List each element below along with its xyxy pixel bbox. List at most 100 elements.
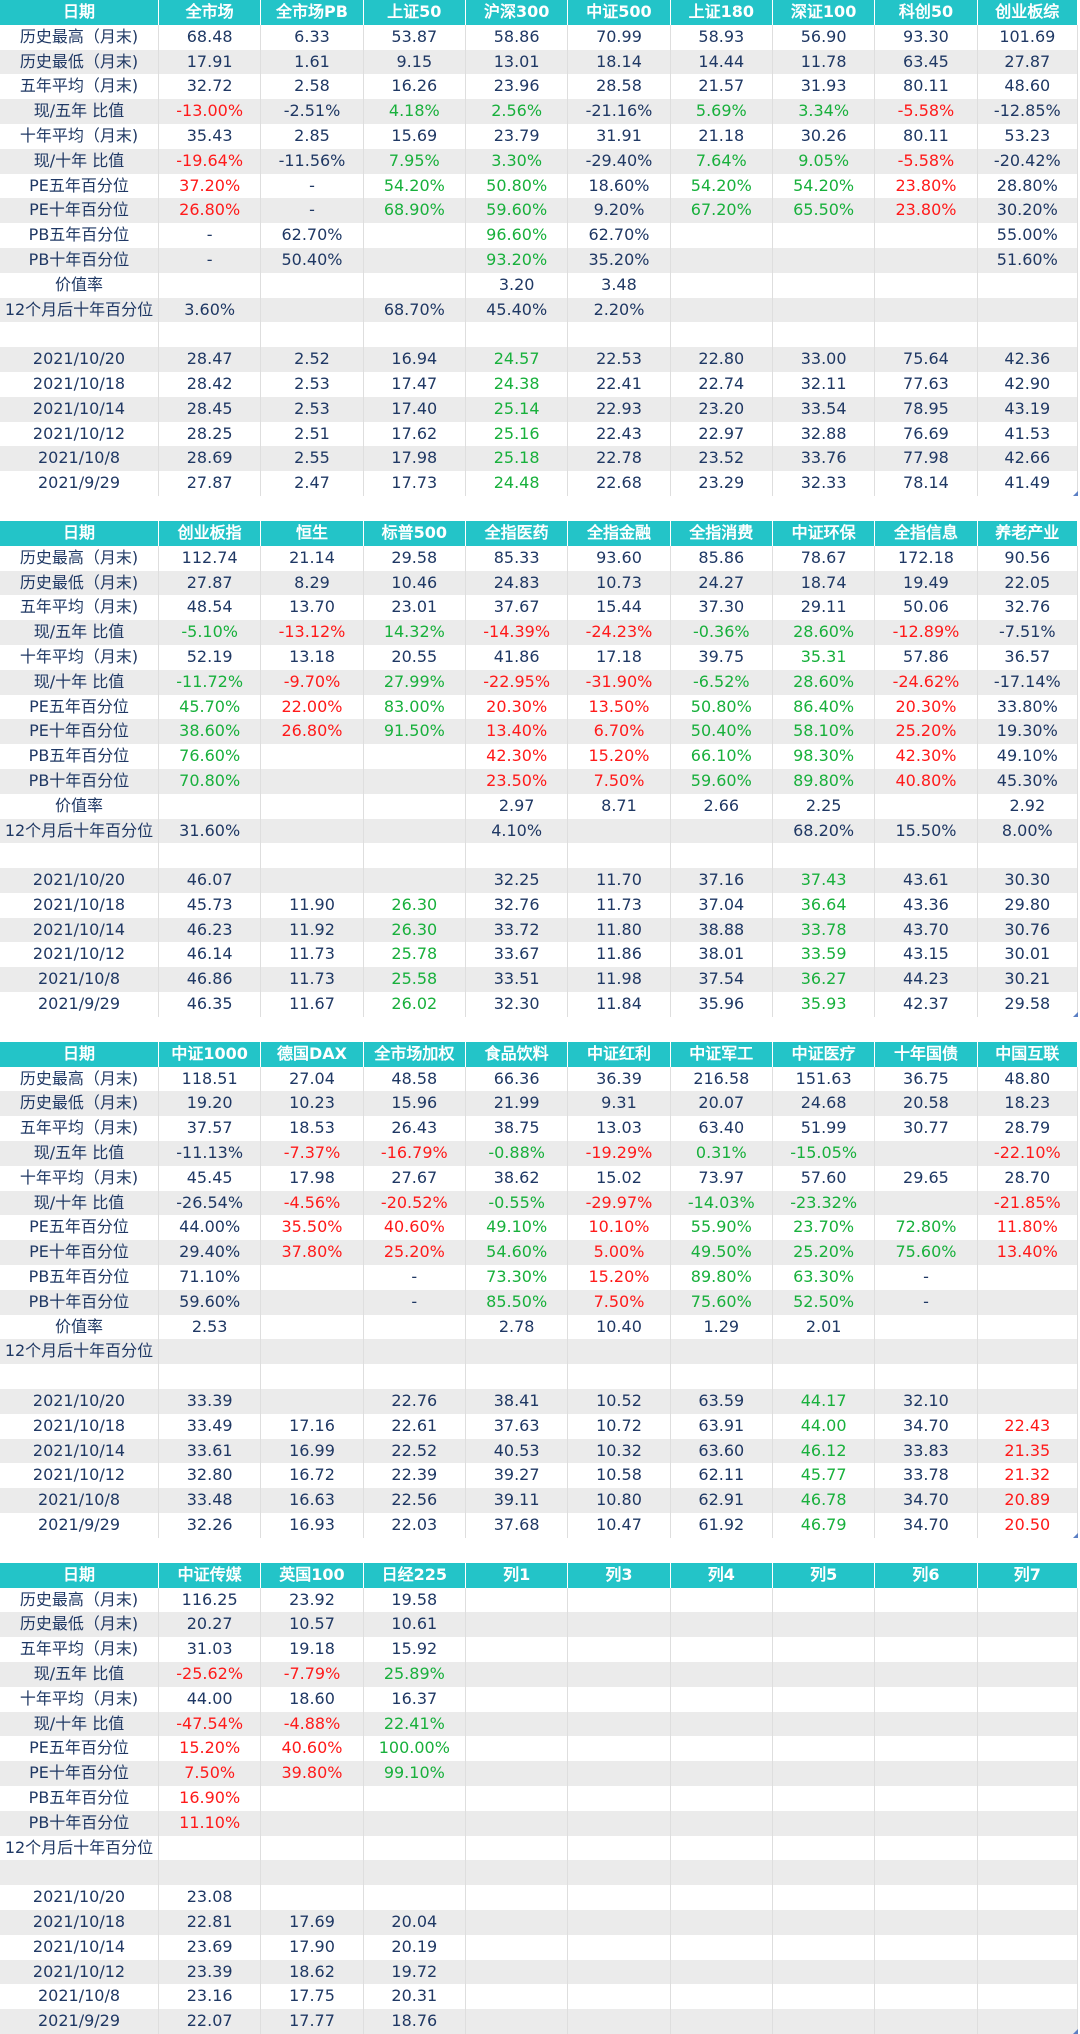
table-cell[interactable]: -20.52% — [363, 1190, 466, 1216]
table-cell[interactable]: 37.43 — [772, 868, 876, 893]
table-cell[interactable]: 50.80% — [670, 694, 773, 720]
table-cell[interactable]: 15.50% — [874, 818, 978, 844]
table-cell[interactable]: 48.60 — [977, 74, 1079, 100]
table-cell[interactable]: -13.00% — [158, 99, 262, 124]
table-cell[interactable]: 18.53 — [260, 1116, 364, 1142]
table-cell[interactable]: 25.20% — [363, 1240, 466, 1266]
table-cell[interactable] — [977, 1736, 1079, 1762]
table-cell[interactable] — [465, 1637, 569, 1662]
table-cell[interactable]: 34.70 — [874, 1488, 978, 1514]
table-cell[interactable]: 11.90 — [260, 892, 364, 918]
table-cell[interactable]: 27.67 — [363, 1165, 466, 1191]
table-cell[interactable] — [567, 1339, 671, 1365]
table-cell[interactable] — [670, 1736, 773, 1762]
table-cell[interactable] — [772, 1364, 876, 1390]
table-cell[interactable] — [260, 1339, 364, 1365]
table-cell[interactable]: 15.69 — [363, 123, 466, 149]
row-label[interactable]: 价值率 — [0, 793, 159, 819]
table-cell[interactable]: 33.39 — [158, 1389, 262, 1414]
table-cell[interactable] — [158, 793, 262, 819]
table-cell[interactable]: -11.13% — [158, 1141, 262, 1166]
table-cell[interactable] — [363, 744, 466, 769]
table-cell[interactable] — [465, 1810, 569, 1836]
table-cell[interactable]: 37.63 — [465, 1413, 569, 1439]
table-cell[interactable]: 10.10% — [567, 1215, 671, 1241]
table-cell[interactable]: 23.70% — [772, 1215, 876, 1241]
table-cell[interactable]: 17.91 — [158, 49, 262, 75]
table-cell[interactable] — [772, 2009, 876, 2034]
table-cell[interactable]: 93.30 — [874, 24, 978, 50]
table-cell[interactable] — [670, 297, 773, 323]
row-label[interactable]: 现/十年 比值 — [0, 669, 159, 695]
row-label[interactable]: 十年平均（月末) — [0, 1686, 159, 1712]
table-cell[interactable]: 2.20% — [567, 297, 671, 323]
table-cell[interactable] — [977, 297, 1079, 323]
table-cell[interactable]: 41.49 — [977, 471, 1079, 496]
table-cell[interactable] — [567, 1984, 671, 2010]
table-cell[interactable] — [772, 322, 876, 348]
table-cell[interactable]: 75.60% — [874, 1240, 978, 1266]
table-cell[interactable]: 13.70 — [260, 595, 364, 621]
table-cell[interactable]: 25.58 — [363, 967, 466, 993]
row-label[interactable]: 十年平均（月末) — [0, 1165, 159, 1191]
table-cell[interactable] — [670, 843, 773, 869]
table-cell[interactable]: 16.26 — [363, 74, 466, 100]
table-cell[interactable] — [874, 1860, 978, 1886]
table-cell[interactable] — [158, 322, 262, 348]
table-cell[interactable]: -29.40% — [567, 148, 671, 174]
table-cell[interactable] — [158, 1364, 262, 1390]
table-cell[interactable]: 66.10% — [670, 744, 773, 769]
table-cell[interactable]: 11.84 — [567, 992, 671, 1017]
row-label[interactable]: PE十年百分位 — [0, 198, 159, 224]
table-cell[interactable]: 23.80% — [874, 198, 978, 224]
table-cell[interactable]: 33.59 — [772, 942, 876, 968]
table-cell[interactable]: 29.80 — [977, 892, 1079, 918]
table-cell[interactable]: 51.60% — [977, 247, 1079, 273]
table-cell[interactable] — [465, 1909, 569, 1935]
table-cell[interactable]: 11.78 — [772, 49, 876, 75]
table-cell[interactable]: 49.10% — [977, 744, 1079, 769]
row-label[interactable]: 2021/10/20 — [0, 1389, 159, 1414]
table-cell[interactable]: 57.60 — [772, 1165, 876, 1191]
row-label[interactable]: 五年平均（月末) — [0, 595, 159, 621]
table-cell[interactable]: 21.99 — [465, 1091, 569, 1117]
table-cell[interactable]: 10.52 — [567, 1389, 671, 1414]
table-cell[interactable]: 46.07 — [158, 868, 262, 893]
table-cell[interactable]: 28.69 — [158, 446, 262, 472]
row-label[interactable]: 现/五年 比值 — [0, 99, 159, 124]
table-cell[interactable]: 20.30% — [465, 694, 569, 720]
table-cell[interactable]: 43.19 — [977, 396, 1079, 422]
table-cell[interactable]: 4.10% — [465, 818, 569, 844]
table-cell[interactable]: 37.80% — [260, 1240, 364, 1266]
table-cell[interactable] — [465, 1959, 569, 1985]
table-cell[interactable]: 85.86 — [670, 545, 773, 571]
table-cell[interactable]: 8.29 — [260, 570, 364, 596]
table-cell[interactable]: 18.76 — [363, 2009, 466, 2034]
table-cell[interactable]: 22.43 — [567, 421, 671, 447]
row-label[interactable]: 价值率 — [0, 272, 159, 298]
table-cell[interactable]: 28.60% — [772, 669, 876, 695]
table-cell[interactable]: 7.50% — [158, 1761, 262, 1786]
table-cell[interactable] — [465, 322, 569, 348]
table-cell[interactable]: 22.76 — [363, 1389, 466, 1414]
row-label[interactable]: 2021/10/12 — [0, 1959, 159, 1985]
table-cell[interactable]: 22.56 — [363, 1488, 466, 1514]
row-label[interactable]: PB十年百分位 — [0, 768, 159, 794]
table-cell[interactable]: 19.18 — [260, 1637, 364, 1662]
table-cell[interactable]: 33.49 — [158, 1413, 262, 1439]
table-cell[interactable]: 39.11 — [465, 1488, 569, 1514]
table-cell[interactable]: 13.03 — [567, 1116, 671, 1142]
table-cell[interactable]: -7.37% — [260, 1141, 364, 1166]
table-cell[interactable]: 2.55 — [260, 446, 364, 472]
table-cell[interactable]: 63.45 — [874, 49, 978, 75]
table-cell[interactable]: 17.40 — [363, 396, 466, 422]
table-cell[interactable] — [158, 1339, 262, 1365]
table-cell[interactable]: -12.89% — [874, 620, 978, 645]
row-label[interactable]: 2021/9/29 — [0, 2009, 159, 2034]
row-label[interactable]: PB十年百分位 — [0, 1289, 159, 1315]
table-cell[interactable]: 28.42 — [158, 371, 262, 397]
row-label[interactable]: 2021/10/14 — [0, 1934, 159, 1960]
table-cell[interactable]: 19.49 — [874, 570, 978, 596]
table-cell[interactable]: 31.93 — [772, 74, 876, 100]
table-cell[interactable]: 101.69 — [977, 24, 1079, 50]
